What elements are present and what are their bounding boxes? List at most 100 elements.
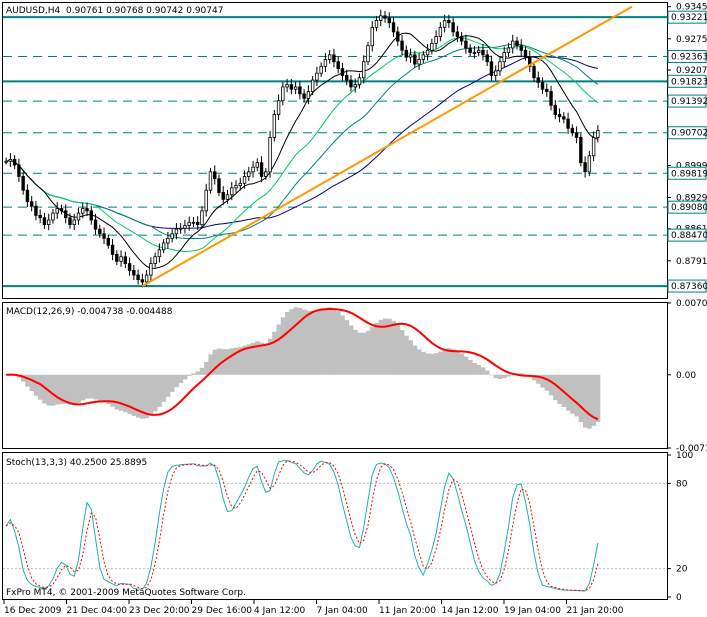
candle-body	[42, 217, 47, 225]
macd-bar	[67, 374, 73, 405]
price-ohlc: 0.90761 0.90768 0.90742 0.90747	[66, 6, 223, 16]
macd-bar	[267, 338, 273, 375]
candle-body	[400, 40, 404, 51]
candle-body	[438, 26, 443, 37]
macd-bar	[480, 367, 486, 375]
macd-bar	[191, 373, 196, 375]
macd-bar	[451, 349, 456, 375]
candle-body	[51, 212, 55, 221]
candle-body	[417, 59, 421, 65]
level-tag-box	[667, 166, 707, 180]
macd-bar	[225, 349, 230, 375]
macd-bar	[370, 326, 375, 375]
macd-bar	[382, 318, 388, 375]
candle-body	[447, 20, 451, 24]
macd-signal-path	[6, 307, 599, 421]
candle-body	[140, 279, 145, 283]
candle-body	[157, 249, 162, 258]
candle-body	[64, 210, 68, 219]
macd-bar	[404, 335, 409, 375]
macd-bar	[276, 324, 282, 375]
candle-body	[119, 256, 123, 262]
macd-bar	[89, 374, 94, 399]
level-tag-box	[667, 200, 707, 214]
macd-bar	[544, 374, 550, 391]
candle-body	[357, 77, 362, 86]
macd-bar	[412, 345, 418, 375]
candle-body	[191, 221, 196, 224]
candle-body	[21, 176, 25, 191]
macd-bar	[182, 374, 188, 380]
candle-body	[545, 88, 549, 92]
macd-bar	[238, 347, 243, 375]
candle-body	[459, 36, 464, 42]
macd-bar	[506, 374, 511, 377]
candle-body	[583, 162, 587, 173]
macd-bar	[29, 374, 35, 392]
candle-body	[587, 155, 592, 173]
macd-bar	[459, 353, 465, 375]
macd-bar	[531, 374, 537, 381]
macd-bar	[284, 311, 290, 375]
macd-bar	[310, 310, 316, 375]
macd-bar	[399, 330, 405, 375]
macd-bar	[144, 374, 150, 419]
level-tag-box	[667, 74, 707, 88]
candle-body	[76, 212, 81, 221]
level-tag-label: 0.92363	[671, 53, 707, 63]
candle-body	[204, 189, 208, 212]
macd-bar	[38, 374, 43, 400]
macd-bar	[344, 320, 350, 375]
macd-bar	[472, 362, 477, 375]
macd-bar	[131, 374, 137, 416]
candle-body	[413, 54, 417, 65]
candle-body	[59, 208, 64, 212]
macd-panel-frame	[2, 302, 668, 449]
macd-tick-label: 0.00	[676, 371, 696, 381]
macd-bar	[297, 307, 303, 375]
macd-bar	[395, 324, 401, 375]
candle-body	[302, 93, 306, 99]
candle-body	[383, 15, 387, 19]
candle-body	[562, 116, 566, 120]
stoch-lines	[5, 459, 599, 592]
macd-bar	[97, 374, 103, 401]
candle-body	[332, 54, 336, 63]
candle-body	[498, 61, 502, 72]
candle-body	[455, 31, 460, 37]
candle-body	[255, 162, 259, 168]
candle-body	[251, 166, 255, 173]
macd-bar	[242, 345, 247, 375]
candle-body	[485, 54, 489, 63]
macd-bar	[595, 374, 601, 422]
candle-body	[379, 15, 383, 21]
macd-bar	[587, 374, 592, 429]
candle-body	[523, 49, 528, 58]
candle-body	[132, 270, 136, 276]
macd-bar	[59, 374, 64, 404]
macd-bar	[106, 374, 111, 405]
macd-bar	[374, 322, 379, 375]
macd-bar	[250, 342, 256, 375]
macd-bar	[502, 374, 507, 379]
macd-bar	[438, 351, 443, 375]
level-tag-label: 0.90702	[671, 129, 707, 139]
macd-bar	[170, 374, 175, 392]
price-panel-frame	[2, 2, 668, 299]
macd-bar	[493, 374, 499, 379]
macd-bar	[582, 374, 588, 428]
candle-body	[123, 256, 128, 264]
candle-body	[374, 20, 379, 28]
macd-bar	[174, 374, 179, 388]
macd-bar	[455, 350, 460, 375]
candle-body	[12, 159, 17, 166]
candle-body	[110, 244, 115, 255]
macd-y-axis: 0.00702 0.00 -0.00716	[667, 299, 707, 454]
orange-trendline	[141, 5, 633, 287]
candle-body	[349, 79, 353, 88]
candle-body	[310, 79, 315, 92]
